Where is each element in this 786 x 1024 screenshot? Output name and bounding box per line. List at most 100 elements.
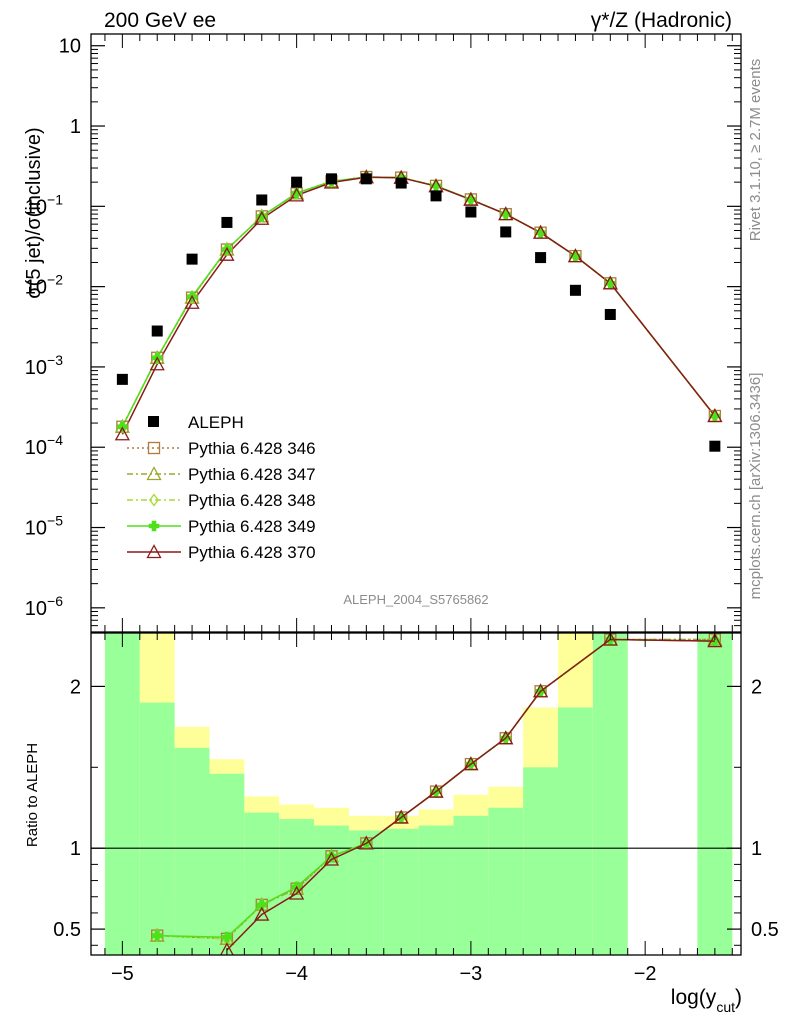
legend-entry-0: Pythia 6.428 346 xyxy=(127,439,316,458)
main-y-tick-label: 10−6 xyxy=(25,593,63,620)
band-inner xyxy=(523,767,559,955)
legend-entry-1: Pythia 6.428 347 xyxy=(127,465,316,484)
aleph-point xyxy=(465,206,477,218)
aleph-point xyxy=(325,173,337,185)
aleph-point xyxy=(430,190,442,202)
legend-label: Pythia 6.428 370 xyxy=(188,543,316,562)
x-axis-label: log(ycut) xyxy=(671,986,742,1015)
band-inner xyxy=(592,633,628,955)
main-point-4 xyxy=(707,408,723,423)
main-y-tick-label: 10−1 xyxy=(25,191,63,218)
main-point-3 xyxy=(291,187,302,199)
ratio-point-4 xyxy=(428,783,444,798)
main-series-markers xyxy=(114,169,723,441)
x-tick-label: −2 xyxy=(634,963,657,985)
legend-aleph-label: ALEPH xyxy=(188,413,244,432)
rivet-version-label: Rivet 3.1.10, ≥ 2.7M events xyxy=(747,59,764,242)
main-series-curves xyxy=(121,176,716,435)
ratio-axis-ticks: 0.5 0.5 1 1 2 2 −5 −4 −3 −2 xyxy=(53,633,779,985)
ratio-point-4 xyxy=(498,730,514,745)
x-tick-label: −3 xyxy=(459,963,482,985)
legend-marker xyxy=(149,493,159,507)
aleph-point xyxy=(500,226,512,238)
ratio-point-4 xyxy=(358,835,374,850)
x-tick-label: −4 xyxy=(285,963,308,985)
ratio-y-tick-label-right: 0.5 xyxy=(751,919,779,941)
header-right-title: γ*/Z (Hadronic) xyxy=(591,9,732,32)
band-inner xyxy=(453,815,489,955)
aleph-point xyxy=(569,284,581,296)
legend-marker xyxy=(146,466,162,481)
main-point-4 xyxy=(254,210,270,225)
main-curve-1 xyxy=(121,176,716,428)
band-inner xyxy=(348,830,384,955)
aleph-point xyxy=(535,252,547,264)
band-inner xyxy=(697,633,733,955)
aleph-point xyxy=(116,373,128,385)
legend-entry-aleph: ALEPH xyxy=(148,413,244,432)
main-point-4 xyxy=(498,206,514,221)
ratio-point-3 xyxy=(326,850,337,862)
ratio-y-tick-label-right: 1 xyxy=(751,838,762,860)
ratio-point-3 xyxy=(221,931,233,943)
main-point-4 xyxy=(219,246,235,261)
analysis-watermark: ALEPH_2004_S5765862 xyxy=(343,592,488,607)
main-curve-3 xyxy=(121,176,716,428)
ratio-plot-frame xyxy=(90,632,742,956)
main-point-3 xyxy=(256,211,268,222)
aleph-point xyxy=(709,440,721,452)
aleph-data-points xyxy=(116,173,721,452)
legend-label: Pythia 6.428 346 xyxy=(188,439,316,458)
header-left-title: 200 GeV ee xyxy=(104,9,216,32)
aleph-point xyxy=(221,216,233,228)
aleph-point xyxy=(604,308,616,320)
band-inner xyxy=(244,812,280,955)
ratio-y-tick-label-right: 2 xyxy=(751,676,762,698)
legend-marker xyxy=(146,544,162,559)
main-point-4 xyxy=(149,356,165,371)
legend-entry-2: Pythia 6.428 348 xyxy=(127,491,316,510)
main-point-4 xyxy=(463,191,479,206)
ratio-point-4 xyxy=(220,942,234,955)
legend-label: Pythia 6.428 348 xyxy=(188,491,316,510)
aleph-point xyxy=(291,176,303,188)
aleph-point xyxy=(256,194,268,206)
ratio-y-tick-label: 2 xyxy=(70,676,81,698)
band-inner xyxy=(488,807,524,955)
main-point-4 xyxy=(567,248,584,263)
legend-aleph-marker xyxy=(148,416,159,427)
ratio-point-3 xyxy=(256,899,268,911)
legend: ALEPH Pythia 6.428 346 Pythia 6.428 347 Pyt… xyxy=(127,413,316,562)
ratio-point-4 xyxy=(602,633,618,646)
main-point-4 xyxy=(602,275,618,290)
main-curve-4 xyxy=(121,176,716,435)
main-point-4 xyxy=(533,224,549,239)
legend-label: Pythia 6.428 349 xyxy=(188,517,316,536)
ratio-point-4 xyxy=(289,885,305,900)
ratio-y-tick-label: 0.5 xyxy=(53,919,81,941)
ratio-y-tick-label: 1 xyxy=(70,838,81,860)
main-y-tick-label: 10 xyxy=(59,36,81,58)
band-inner xyxy=(558,707,593,955)
main-point-4 xyxy=(184,294,200,309)
main-axis-ticks: 10−6 10−5 10−4 10−3 10−2 10−1 1 10 xyxy=(25,34,741,633)
ratio-point-4 xyxy=(254,906,270,921)
uncertainty-bands xyxy=(104,633,733,955)
ratio-plot-panel: 0.5 0.5 1 1 2 2 −5 −4 −3 −2 xyxy=(53,632,779,985)
band-inner xyxy=(418,825,454,955)
aleph-point xyxy=(395,177,407,189)
ratio-point-4 xyxy=(463,756,479,771)
legend-marker xyxy=(147,441,161,455)
aleph-point xyxy=(186,253,198,265)
x-tick-label: −5 xyxy=(111,963,134,985)
ratio-point-4 xyxy=(393,809,409,824)
main-y-tick-label: 10−3 xyxy=(25,352,63,379)
main-point-4 xyxy=(289,187,305,202)
main-y-tick-label: 1 xyxy=(70,116,81,138)
band-inner xyxy=(174,747,210,955)
band-inner xyxy=(383,828,419,955)
legend-label: Pythia 6.428 347 xyxy=(188,465,316,484)
main-plot-panel: 10−6 10−5 10−4 10−3 10−2 10−1 1 10 ALEPH_2004_S… xyxy=(25,33,742,633)
main-plot-frame xyxy=(90,33,742,633)
